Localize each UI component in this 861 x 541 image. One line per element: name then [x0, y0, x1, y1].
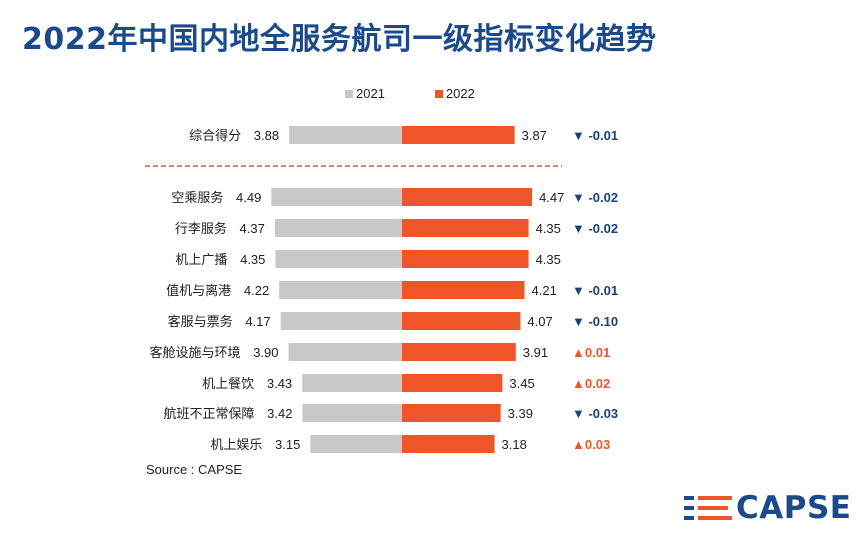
data-label-2021: 3.43 — [267, 376, 292, 391]
page-title: 2022年中国内地全服务航司一级指标变化趋势 — [22, 22, 657, 57]
capse-logo-mark-icon — [684, 496, 732, 520]
bar-2022 — [402, 250, 529, 268]
bar-2021 — [310, 435, 402, 453]
data-label-2021: 4.37 — [240, 221, 265, 236]
category-label: 综合得分 — [189, 128, 241, 144]
bar-2022 — [402, 343, 516, 361]
legend-label-2022: 2022 — [445, 86, 475, 101]
chart-legend: 2021 2022 — [345, 86, 475, 101]
data-label-2021: 4.35 — [240, 252, 265, 267]
data-label-2022: 3.45 — [509, 376, 534, 391]
data-label-2021: 3.42 — [267, 406, 292, 421]
category-label: 值机与离港 — [166, 283, 231, 299]
category-label: 机上广播 — [175, 253, 227, 268]
bar-2022 — [402, 126, 515, 144]
data-label-2022: 4.21 — [532, 283, 557, 298]
data-label-2022: 4.35 — [536, 252, 561, 267]
category-label: 机上娱乐 — [210, 438, 262, 453]
category-label: 客舱设施与环境 — [149, 345, 240, 361]
category-label: 航班不正常保障 — [163, 406, 254, 422]
bar-2021 — [289, 126, 402, 144]
bar-2021 — [280, 312, 402, 330]
change-down-label: ▼ -0.01 — [572, 283, 618, 298]
data-label-2022: 3.87 — [522, 128, 547, 143]
bar-2021 — [288, 343, 402, 361]
category-label: 行李服务 — [175, 221, 227, 237]
data-label-2021: 3.15 — [275, 437, 300, 452]
change-down-label: ▼ -0.02 — [572, 221, 618, 236]
change-down-label: ▼ -0.10 — [572, 314, 618, 329]
data-label-2022: 3.18 — [502, 437, 527, 452]
bar-2021 — [274, 219, 402, 237]
data-label-2021: 4.17 — [245, 314, 270, 329]
category-label: 机上餐饮 — [202, 376, 254, 392]
change-up-label: ▲0.01 — [572, 345, 610, 360]
change-up-label: ▲0.03 — [572, 437, 610, 452]
capse-logo-text: CAPSE — [736, 490, 852, 526]
bar-2021 — [271, 188, 402, 206]
legend-swatch-2021 — [345, 89, 353, 98]
data-label-2022: 4.07 — [527, 314, 552, 329]
change-down-label: ▼ -0.02 — [572, 190, 618, 205]
bar-2021 — [302, 374, 402, 392]
legend-item-2021: 2021 — [345, 86, 385, 101]
change-up-label: ▲0.02 — [572, 376, 610, 391]
data-label-2021: 3.88 — [254, 128, 279, 143]
data-label-2022: 3.39 — [508, 406, 533, 421]
legend-item-2022: 2022 — [434, 86, 475, 101]
change-down-label: ▼ -0.01 — [572, 128, 618, 143]
data-label-2021: 3.90 — [253, 345, 278, 360]
capse-logo: CAPSE — [684, 490, 851, 526]
data-label-2021: 4.49 — [236, 190, 261, 205]
legend-label-2021: 2021 — [356, 86, 385, 101]
bar-2021 — [279, 281, 402, 299]
bar-2022 — [402, 374, 503, 392]
bar-2022 — [402, 188, 533, 206]
change-down-label: ▼ -0.03 — [572, 406, 618, 421]
category-label: 空乘服务 — [171, 190, 223, 206]
data-label-2021: 4.22 — [244, 283, 269, 298]
bar-2022 — [402, 404, 501, 422]
legend-swatch-2022 — [434, 89, 443, 98]
bar-2022 — [402, 281, 525, 299]
bar-2021 — [275, 250, 402, 268]
bar-2022 — [402, 435, 495, 453]
bar-2022 — [402, 219, 529, 237]
data-label-2022: 3.91 — [523, 345, 548, 360]
data-label-2022: 4.47 — [539, 190, 564, 205]
source-note: Source : CAPSE — [146, 462, 243, 477]
data-label-2022: 4.35 — [536, 221, 561, 236]
category-label: 客服与票务 — [168, 314, 233, 330]
bar-2022 — [402, 312, 521, 330]
bar-2021 — [302, 404, 402, 422]
